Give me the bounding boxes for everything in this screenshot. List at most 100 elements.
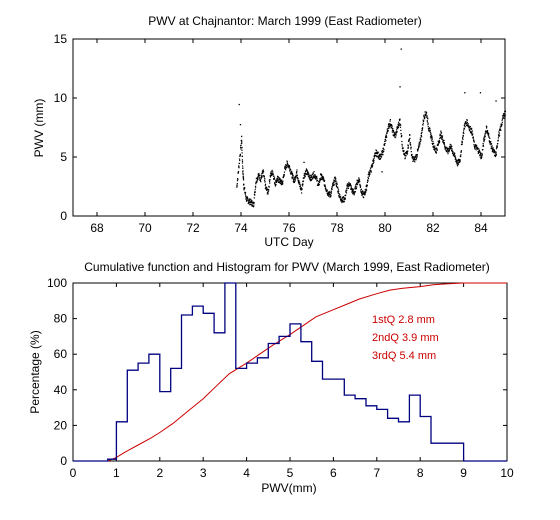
- data-point: [423, 118, 425, 120]
- data-point: [324, 184, 326, 186]
- data-point: [336, 183, 338, 186]
- data-point: [406, 151, 408, 153]
- data-point: [454, 156, 456, 158]
- data-point: [503, 117, 505, 119]
- data-point: [262, 171, 265, 173]
- data-point: [396, 127, 398, 129]
- top-x-tick-label: 74: [234, 221, 248, 235]
- data-point: [493, 151, 495, 153]
- bottom-chart-title: Cumulative function and Histogram for PW…: [84, 260, 490, 274]
- data-point: [434, 149, 436, 151]
- data-point: [483, 139, 485, 141]
- data-point: [261, 173, 263, 175]
- data-point: [492, 149, 494, 151]
- data-point: [487, 133, 489, 135]
- data-point: [335, 180, 337, 182]
- data-point: [329, 193, 331, 195]
- data-point: [309, 178, 311, 180]
- data-point: [426, 121, 429, 123]
- data-point: [432, 140, 434, 143]
- data-point: [437, 143, 439, 145]
- data-point: [352, 188, 354, 190]
- data-point: [320, 174, 323, 176]
- data-point: [438, 142, 440, 144]
- data-point: [409, 137, 411, 140]
- data-point: [410, 146, 412, 149]
- data-point: [367, 180, 369, 182]
- data-point: [419, 143, 421, 145]
- data-point: [264, 187, 267, 190]
- data-point: [299, 185, 302, 187]
- data-point: [435, 151, 437, 153]
- data-point: [413, 157, 415, 159]
- data-point: [439, 133, 441, 135]
- data-point: [346, 185, 348, 187]
- data-point: [440, 132, 443, 134]
- data-point: [430, 134, 432, 136]
- data-point: [308, 172, 310, 174]
- data-point: [472, 136, 474, 138]
- data-point: [377, 151, 379, 153]
- data-point: [434, 147, 436, 149]
- data-point: [314, 176, 316, 178]
- data-point: [307, 171, 309, 173]
- data-point: [471, 130, 473, 132]
- data-point: [413, 159, 415, 161]
- data-point: [403, 151, 405, 153]
- data-point: [408, 140, 410, 142]
- data-point: [445, 146, 447, 148]
- data-point: [302, 185, 304, 187]
- data-point: [367, 176, 369, 178]
- data-point: [241, 155, 243, 158]
- data-point: [472, 133, 474, 135]
- data-point: [371, 166, 373, 168]
- bottom-x-tick-label: 0: [70, 466, 77, 480]
- data-point: [355, 187, 357, 190]
- data-point: [395, 136, 397, 138]
- data-point: [299, 183, 301, 185]
- data-point: [372, 158, 375, 160]
- data-point: [303, 175, 306, 177]
- data-point: [247, 197, 249, 199]
- data-point: [401, 143, 403, 146]
- data-point: [415, 159, 417, 161]
- data-point: [439, 135, 441, 137]
- data-point: [274, 185, 276, 187]
- data-point: [273, 177, 276, 179]
- data-point: [397, 128, 399, 130]
- data-point: [490, 144, 492, 146]
- data-point: [395, 129, 398, 131]
- data-point: [340, 199, 343, 202]
- data-point: [350, 186, 352, 188]
- data-point: [319, 178, 321, 180]
- data-point: [426, 115, 428, 117]
- data-point: [409, 141, 411, 144]
- data-point: [297, 179, 299, 181]
- bottom-y-tick-label: 60: [54, 347, 68, 361]
- data-point: [378, 154, 381, 156]
- data-point: [500, 129, 502, 131]
- data-point: [386, 132, 388, 134]
- data-point: [270, 173, 272, 175]
- data-point: [445, 147, 447, 149]
- data-point: [339, 194, 341, 196]
- data-point: [411, 157, 413, 159]
- data-point: [428, 130, 430, 132]
- data-point: [247, 199, 249, 201]
- data-point: [339, 196, 341, 198]
- data-point: [382, 153, 384, 155]
- data-point: [419, 137, 421, 139]
- data-point: [364, 192, 366, 194]
- data-point: [371, 165, 373, 167]
- data-point: [407, 146, 409, 149]
- data-point: [260, 175, 263, 178]
- data-point: [313, 177, 316, 179]
- data-point: [241, 142, 243, 144]
- data-point: [457, 165, 459, 167]
- data-point: [369, 170, 371, 172]
- data-point: [492, 148, 494, 150]
- data-point: [434, 148, 436, 150]
- data-point: [415, 158, 418, 160]
- data-point: [382, 147, 384, 149]
- data-point: [239, 146, 242, 149]
